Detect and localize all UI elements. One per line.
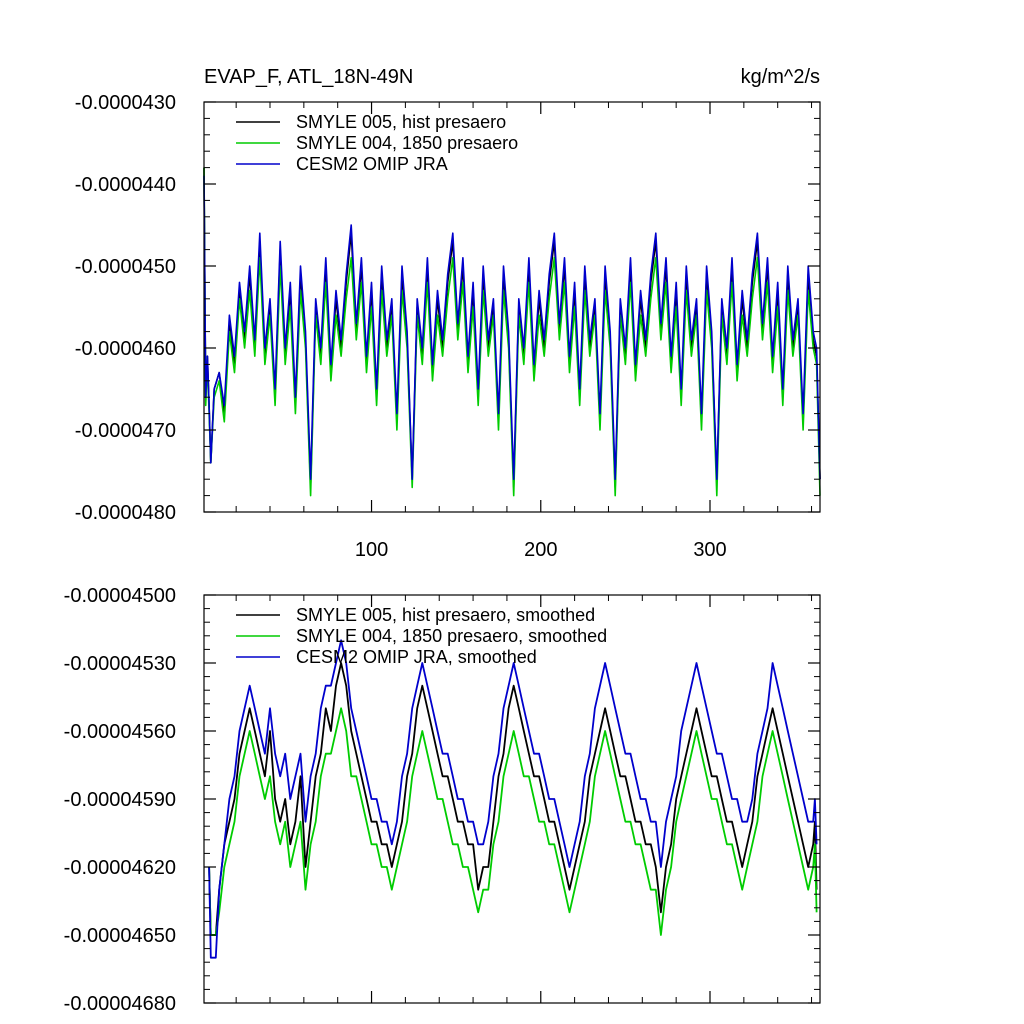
raw-y-tick-label: -0.0000450: [75, 256, 176, 278]
smoothed-y-tick-label: -0.00004620: [64, 857, 176, 879]
chart-title-left: EVAP_F, ATL_18N-49N: [204, 66, 413, 88]
smoothed-y-tick-label: -0.00004590: [64, 789, 176, 811]
raw-plot-frame: [203, 101, 821, 513]
raw-y-tick-label: -0.0000480: [75, 502, 176, 524]
raw-y-tick-label: -0.0000470: [75, 420, 176, 442]
evap-smoothed-chart: -0.00004500 -0.00004530 -0.00004560 -0.0000…: [64, 585, 821, 1015]
smoothed-series-line-2: [208, 639, 818, 959]
smoothed-y-tick-label: -0.00004530: [64, 653, 176, 675]
raw-legend-label-0: SMYLE 005, hist presaero: [296, 112, 506, 132]
smoothed-y-tick-label: -0.00004680: [64, 993, 176, 1015]
raw-y-tick-label: -0.0000430: [75, 92, 176, 114]
raw-x-tick-label: 300: [693, 539, 726, 561]
raw-legend-label-2: CESM2 OMIP JRA: [296, 154, 448, 174]
smoothed-series-line-0: [208, 662, 818, 936]
smoothed-legend-label-1: SMYLE 004, 1850 presaero, smoothed: [296, 626, 607, 646]
raw-legend-label-1: SMYLE 004, 1850 presaero: [296, 133, 518, 153]
smoothed-series-line-1: [208, 707, 818, 936]
raw-x-tick-label: 200: [524, 539, 557, 561]
raw-series-line-2: [203, 175, 821, 481]
raw-y-tick-label: -0.0000440: [75, 174, 176, 196]
smoothed-y-tick-label: -0.00004560: [64, 721, 176, 743]
smoothed-y-tick-label: -0.00004650: [64, 925, 176, 947]
chart-units-label: kg/m^2/s: [741, 66, 820, 88]
smoothed-legend-label-2: CESM2 OMIP JRA, smoothed: [296, 647, 537, 667]
smoothed-y-tick-label: -0.00004500: [64, 585, 176, 607]
smoothed-legend-label-0: SMYLE 005, hist presaero, smoothed: [296, 605, 595, 625]
raw-x-tick-label: 100: [355, 539, 388, 561]
evap-raw-chart: EVAP_F, ATL_18N-49N kg/m^2/s -0.0000430 -…: [75, 66, 821, 561]
raw-y-tick-label: -0.0000460: [75, 338, 176, 360]
